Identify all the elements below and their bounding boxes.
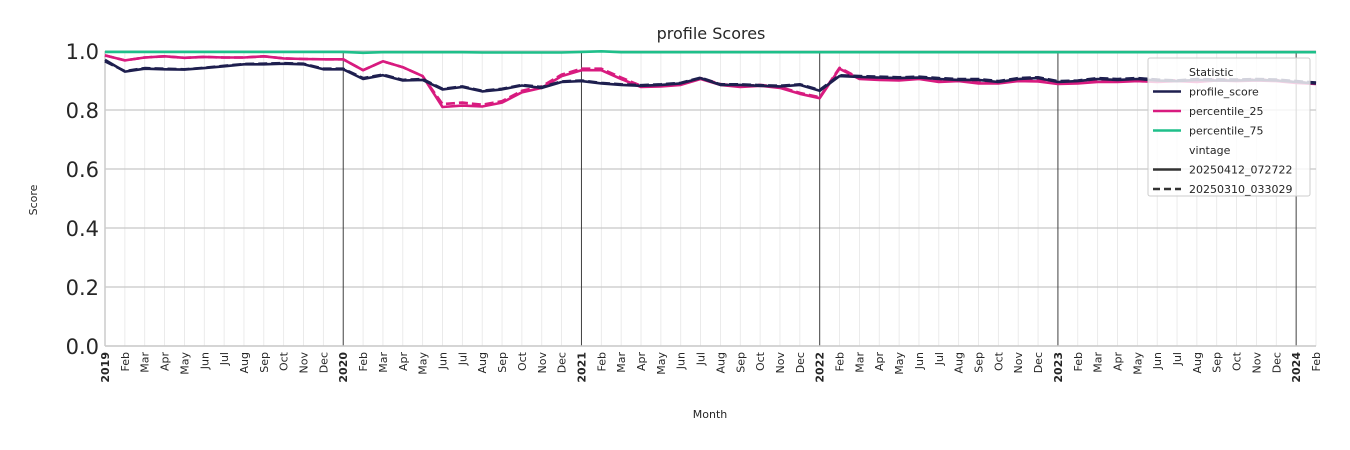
x-tick-month-label: Jul bbox=[1171, 352, 1184, 366]
y-axis-label: Score bbox=[27, 184, 40, 215]
x-tick-year-label: 2021 bbox=[575, 352, 588, 383]
x-tick-month-label: Nov bbox=[774, 352, 787, 374]
x-tick-month-label: Oct bbox=[754, 351, 767, 371]
x-tick-month-label: Feb bbox=[119, 352, 132, 371]
x-tick-month-label: Jun bbox=[436, 352, 449, 370]
chart-title: profile Scores bbox=[657, 24, 766, 43]
legend-entry-label: 20250310_033029 bbox=[1189, 183, 1292, 196]
x-tick-month-label: May bbox=[178, 352, 191, 375]
series-line-profile-score-solid bbox=[104, 58, 1317, 93]
x-tick-month-label: Aug bbox=[714, 352, 727, 373]
x-tick-year-label: 2020 bbox=[337, 352, 350, 383]
series-line-percentile-75-solid bbox=[105, 49, 1316, 55]
x-tick-year-label: 2024 bbox=[1290, 352, 1303, 383]
legend-entry-label: percentile_25 bbox=[1189, 105, 1264, 118]
x-axis: 2019 Feb Mar Apr May Jun Jul Aug Sep Oct Nov Dec 202… bbox=[99, 351, 1323, 382]
x-tick-month-label: Feb bbox=[595, 352, 608, 371]
x-tick-month-label: Aug bbox=[953, 352, 966, 373]
plot-lines bbox=[104, 49, 1317, 109]
x-tick-month-label: May bbox=[417, 352, 430, 375]
x-tick-month-label: Sep bbox=[1211, 352, 1224, 373]
x-tick-year-label: 2022 bbox=[814, 352, 827, 383]
x-tick-month-label: Aug bbox=[238, 352, 251, 373]
x-tick-month-label: Jul bbox=[218, 352, 231, 366]
y-tick-label: 0.0 bbox=[66, 335, 99, 359]
x-tick-month-label: Dec bbox=[1032, 352, 1045, 373]
x-tick-month-label: Mar bbox=[377, 352, 390, 373]
x-tick-month-label: Jul bbox=[933, 352, 946, 366]
legend-box bbox=[1147, 57, 1311, 197]
x-tick-month-label: Dec bbox=[556, 352, 569, 373]
legend-entry-label: percentile_75 bbox=[1189, 125, 1264, 138]
x-tick-month-label: May bbox=[655, 352, 668, 375]
x-tick-month-label: Nov bbox=[1250, 352, 1263, 374]
grid bbox=[104, 50, 1317, 347]
x-tick-month-label: Nov bbox=[536, 352, 549, 374]
x-tick-month-label: Jun bbox=[1151, 352, 1164, 370]
x-tick-month-label: Sep bbox=[496, 352, 509, 373]
x-tick-month-label: Feb bbox=[1310, 352, 1323, 371]
x-axis-label: Month bbox=[693, 408, 728, 421]
x-tick-month-label: Apr bbox=[873, 352, 886, 372]
x-tick-month-label: Apr bbox=[1111, 352, 1124, 372]
x-tick-month-label: Oct bbox=[992, 351, 1005, 371]
y-tick-label: 0.8 bbox=[66, 99, 99, 123]
x-tick-month-label: Jul bbox=[695, 352, 708, 366]
legend-section-title: Statistic bbox=[1189, 66, 1234, 79]
x-tick-month-label: Sep bbox=[734, 352, 747, 373]
x-tick-month-label: Aug bbox=[1191, 352, 1204, 373]
x-tick-month-label: Sep bbox=[973, 352, 986, 373]
x-tick-month-label: Dec bbox=[1270, 352, 1283, 373]
x-tick-month-label: Jun bbox=[913, 352, 926, 370]
x-tick-month-label: Jul bbox=[456, 352, 469, 366]
x-tick-month-label: Jun bbox=[198, 352, 211, 370]
x-tick-month-label: Oct bbox=[1231, 351, 1244, 371]
x-tick-month-label: Dec bbox=[794, 352, 807, 373]
x-tick-month-label: Apr bbox=[159, 352, 172, 372]
y-tick-label: 0.4 bbox=[66, 217, 99, 241]
x-tick-month-label: Nov bbox=[298, 352, 311, 374]
x-tick-month-label: Mar bbox=[853, 352, 866, 373]
legend-section-title: vintage bbox=[1189, 144, 1231, 157]
x-tick-month-label: Dec bbox=[317, 352, 330, 373]
legend-entry-label: profile_score bbox=[1189, 86, 1259, 99]
x-tick-month-label: Feb bbox=[1072, 352, 1085, 371]
x-tick-year-label: 2023 bbox=[1052, 352, 1065, 383]
x-tick-month-label: Aug bbox=[476, 352, 489, 373]
x-tick-month-label: Feb bbox=[357, 352, 370, 371]
legend-entry-label: 20250412_072722 bbox=[1189, 164, 1292, 177]
x-tick-month-label: Mar bbox=[1092, 352, 1105, 373]
series-line-profile-score-dashed bbox=[104, 60, 1317, 93]
legend: Statistic profile_score percentile_25perce… bbox=[1147, 57, 1311, 197]
x-tick-month-label: May bbox=[1131, 352, 1144, 375]
x-tick-month-label: May bbox=[893, 352, 906, 375]
x-tick-month-label: Nov bbox=[1012, 352, 1025, 374]
x-tick-month-label: Sep bbox=[258, 352, 271, 373]
x-tick-month-label: Jun bbox=[675, 352, 688, 370]
x-tick-month-label: Apr bbox=[635, 352, 648, 372]
y-axis: 0.0 0.2 0.4 0.6 0.8 1.0 bbox=[66, 40, 99, 359]
x-tick-month-label: Apr bbox=[397, 352, 410, 372]
y-tick-label: 1.0 bbox=[66, 40, 99, 64]
x-tick-month-label: Feb bbox=[834, 352, 847, 371]
y-tick-label: 0.6 bbox=[66, 158, 99, 182]
x-tick-year-label: 2019 bbox=[99, 352, 112, 383]
x-tick-month-label: Mar bbox=[615, 352, 628, 373]
y-tick-label: 0.2 bbox=[66, 276, 99, 300]
x-tick-month-label: Oct bbox=[278, 351, 291, 371]
x-tick-month-label: Mar bbox=[139, 352, 152, 373]
x-tick-month-label: Oct bbox=[516, 351, 529, 371]
